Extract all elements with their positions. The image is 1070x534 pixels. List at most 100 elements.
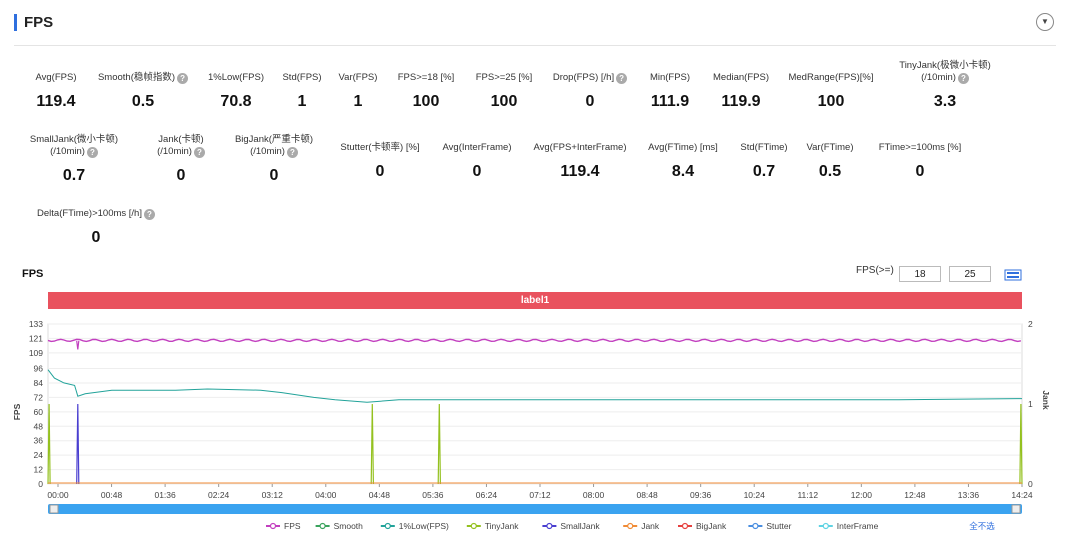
stat-item: Avg(FPS+InterFrame) 119.4 xyxy=(530,142,630,181)
range-slider[interactable] xyxy=(48,504,1022,514)
plot-area xyxy=(47,323,1023,485)
stat-label-text: Drop(FPS) [/h] xyxy=(552,72,615,83)
stat-label-text: Avg(FTime) [ms] xyxy=(648,142,718,153)
fps-chart[interactable]: 01224364860728496109121133012FPSJank00:0… xyxy=(0,312,1070,534)
stat-label: Drop(FPS) [/h]? xyxy=(548,72,632,84)
legend-item-label: TinyJank xyxy=(485,521,519,531)
stat-label-text: Avg(InterFrame) xyxy=(442,142,512,153)
stat-item: Var(FPS) 1 xyxy=(326,72,390,111)
stat-value: 119.4 xyxy=(36,93,76,110)
help-icon[interactable]: ? xyxy=(177,73,189,84)
x-tick-label: 12:00 xyxy=(851,490,873,500)
stat-value: 100 xyxy=(490,93,518,110)
x-tick-label: 08:48 xyxy=(636,490,658,500)
help-icon[interactable]: ? xyxy=(616,73,628,84)
stat-label: Delta(FTime)>100ms [/h]? xyxy=(30,208,162,220)
y-left-tick-label: 121 xyxy=(29,333,43,343)
legend-marker[interactable] xyxy=(822,522,829,530)
stat-item: Jank(卡顿) (/10min)? 0 xyxy=(136,134,226,185)
stat-label: TinyJank(极微小卡顿) (/10min)? xyxy=(886,60,1004,84)
legend-marker[interactable] xyxy=(319,522,326,530)
stat-label: Std(FTime) xyxy=(736,142,792,154)
legend-marker[interactable] xyxy=(627,522,634,530)
legend-marker[interactable] xyxy=(470,522,477,530)
stat-value: 0.7 xyxy=(752,163,776,180)
stat-value: 0 xyxy=(269,167,279,184)
y-right-tick-label: 1 xyxy=(1028,399,1033,409)
stat-value: 119.9 xyxy=(721,93,761,110)
y-left-tick-label: 24 xyxy=(34,450,44,460)
help-icon[interactable]: ? xyxy=(193,147,205,158)
stat-item: Std(FTime) 0.7 xyxy=(736,142,792,181)
legend-marker[interactable] xyxy=(384,522,391,530)
y-left-tick-label: 0 xyxy=(38,479,43,489)
y-right-tick-label: 2 xyxy=(1028,319,1033,329)
legend-item-label: SmallJank xyxy=(560,521,600,531)
stat-label-text: Smooth(稳帧指数) xyxy=(97,72,176,83)
legend-marker[interactable] xyxy=(681,522,689,530)
x-tick-label: 06:24 xyxy=(476,490,498,500)
stat-label-text: Avg(FPS+InterFrame) xyxy=(533,142,627,153)
help-icon[interactable]: ? xyxy=(86,147,98,158)
legend-item-label: BigJank xyxy=(696,521,727,531)
series-1pct-low-line xyxy=(47,369,1023,403)
legend-marker[interactable] xyxy=(752,522,759,530)
stat-label: SmallJank(微小卡顿) (/10min)? xyxy=(22,134,126,158)
stat-item: Std(FPS) 1 xyxy=(270,72,334,111)
accent-bar xyxy=(14,14,17,31)
x-tick-label: 04:00 xyxy=(315,490,337,500)
legend-marker[interactable] xyxy=(546,522,553,530)
stat-label: Avg(FPS+InterFrame) xyxy=(530,142,630,154)
help-icon[interactable]: ? xyxy=(957,73,969,84)
range-slider-handle-left[interactable] xyxy=(49,504,59,514)
stat-value: 3.3 xyxy=(933,93,957,110)
stat-label: Stutter(卡顿率) [%] xyxy=(336,142,424,154)
stat-label-text: 1%Low(FPS) xyxy=(208,72,264,83)
stat-label-text: Jank(卡顿) xyxy=(158,134,204,145)
x-tick-label: 04:48 xyxy=(369,490,391,500)
stat-label: Avg(InterFrame) xyxy=(436,142,518,154)
stat-label: Avg(FTime) [ms] xyxy=(642,142,724,154)
help-icon[interactable]: ? xyxy=(143,209,155,220)
fps-section-header: FPS ▼ xyxy=(14,12,1056,46)
range-slider-handle-right[interactable] xyxy=(1011,504,1021,514)
stat-label-text: FPS>=25 [%] xyxy=(475,72,533,83)
legend-item-label: Jank xyxy=(641,521,660,531)
stat-label-text: Median(FPS) xyxy=(713,72,769,83)
x-tick-label: 00:48 xyxy=(101,490,123,500)
stat-item: BigJank(严重卡顿) (/10min)? 0 xyxy=(222,134,326,185)
x-tick-label: 02:24 xyxy=(208,490,230,500)
stat-label-text: Var(FTime) xyxy=(806,142,854,153)
stat-label-unit: (/10min) xyxy=(157,146,192,157)
y-left-tick-label: 72 xyxy=(34,392,44,402)
stat-item: Var(FTime) 0.5 xyxy=(796,142,864,181)
x-tick-label: 13:36 xyxy=(958,490,980,500)
stat-value: 0.5 xyxy=(131,93,155,110)
series-tinyjank-spike xyxy=(47,403,51,485)
series-fps-line xyxy=(47,338,1022,343)
stat-label: Var(FTime) xyxy=(796,142,864,154)
y-left-axis-label: FPS xyxy=(12,403,22,420)
stat-label: MedRange(FPS)[%] xyxy=(780,72,882,84)
chevron-down-icon[interactable]: ▼ xyxy=(1036,13,1054,31)
x-tick-label: 11:12 xyxy=(797,490,818,500)
x-tick-label: 00:00 xyxy=(47,490,69,500)
stat-item: 1%Low(FPS) 70.8 xyxy=(196,72,276,111)
label-band[interactable]: label1 xyxy=(48,292,1022,309)
stat-value: 8.4 xyxy=(671,163,695,180)
fps-threshold-input-1[interactable] xyxy=(899,266,941,282)
reset-icon[interactable] xyxy=(1004,268,1022,281)
fps-threshold-input-2[interactable] xyxy=(949,266,991,282)
stat-label-text: MedRange(FPS)[%] xyxy=(788,72,874,83)
stat-label: Min(FPS) xyxy=(634,72,706,84)
fps-filter-label: FPS(>=) xyxy=(856,265,894,276)
x-tick-label: 14:24 xyxy=(1011,490,1033,500)
legend-item-label: Smooth xyxy=(334,521,364,531)
series-tinyjank-spike xyxy=(1019,403,1023,485)
legend-marker[interactable] xyxy=(269,522,277,530)
x-tick-label: 05:36 xyxy=(422,490,444,500)
series-tinyjank-spike xyxy=(437,403,441,485)
stat-label-text: Stutter(卡顿率) [%] xyxy=(340,142,420,153)
stat-label-text: Min(FPS) xyxy=(649,72,691,83)
help-icon[interactable]: ? xyxy=(286,147,298,158)
